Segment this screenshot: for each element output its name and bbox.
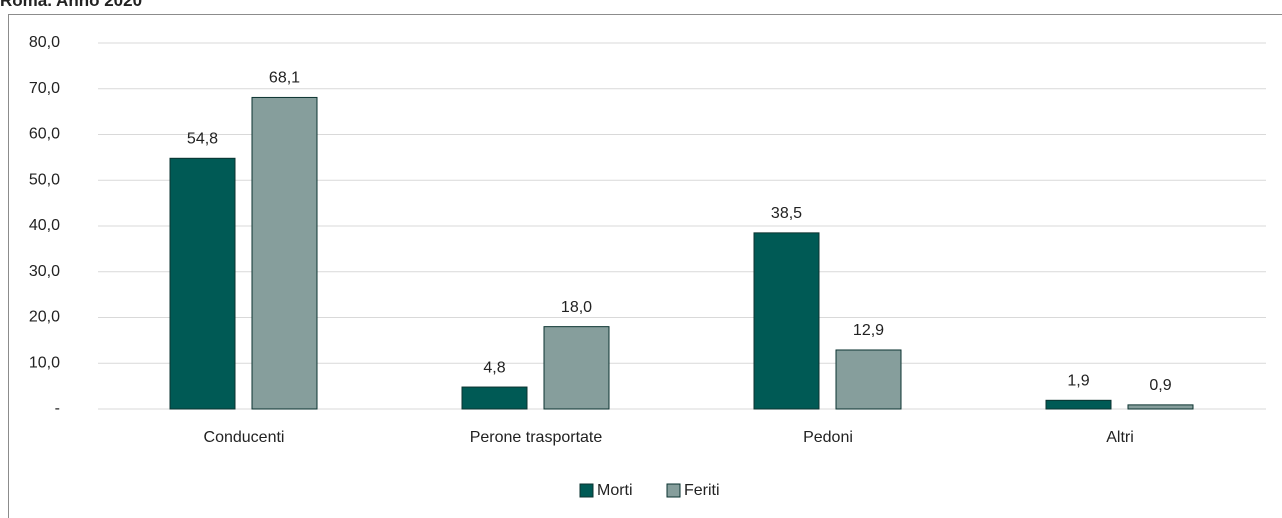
legend-swatch <box>579 483 594 498</box>
y-tick-label: 80,0 <box>29 34 60 51</box>
chart-title: Roma. Anno 2020 <box>0 0 142 10</box>
data-label: 54,8 <box>187 131 218 148</box>
y-tick-label: 50,0 <box>29 171 60 188</box>
data-label: 12,9 <box>853 322 884 339</box>
y-tick-label: 20,0 <box>29 309 60 326</box>
x-tick-label: Perone trasportate <box>470 429 603 446</box>
bar <box>169 157 236 410</box>
x-tick-label: Conducenti <box>204 429 285 446</box>
bar <box>543 326 610 410</box>
bar <box>753 232 820 410</box>
data-label: 38,5 <box>771 205 802 222</box>
y-tick-label: 70,0 <box>29 80 60 97</box>
bar <box>1045 399 1112 410</box>
y-tick-label: 30,0 <box>29 263 60 280</box>
legend-label: Feriti <box>684 482 720 499</box>
y-tick-label: 40,0 <box>29 217 60 234</box>
bar <box>1127 404 1194 410</box>
bar <box>835 349 902 410</box>
bar <box>251 96 318 410</box>
legend-label: Morti <box>597 482 633 499</box>
data-label: 0,9 <box>1149 377 1171 394</box>
y-tick-label: - <box>55 400 60 417</box>
x-tick-label: Pedoni <box>803 429 853 446</box>
x-tick-label: Altri <box>1106 429 1134 446</box>
data-label: 18,0 <box>561 299 592 316</box>
data-label: 68,1 <box>269 70 300 87</box>
data-label: 1,9 <box>1067 373 1089 390</box>
data-label: 4,8 <box>483 359 505 376</box>
y-tick-label: 60,0 <box>29 126 60 143</box>
bar <box>461 386 528 410</box>
y-tick-label: 10,0 <box>29 354 60 371</box>
legend-swatch <box>666 483 681 498</box>
